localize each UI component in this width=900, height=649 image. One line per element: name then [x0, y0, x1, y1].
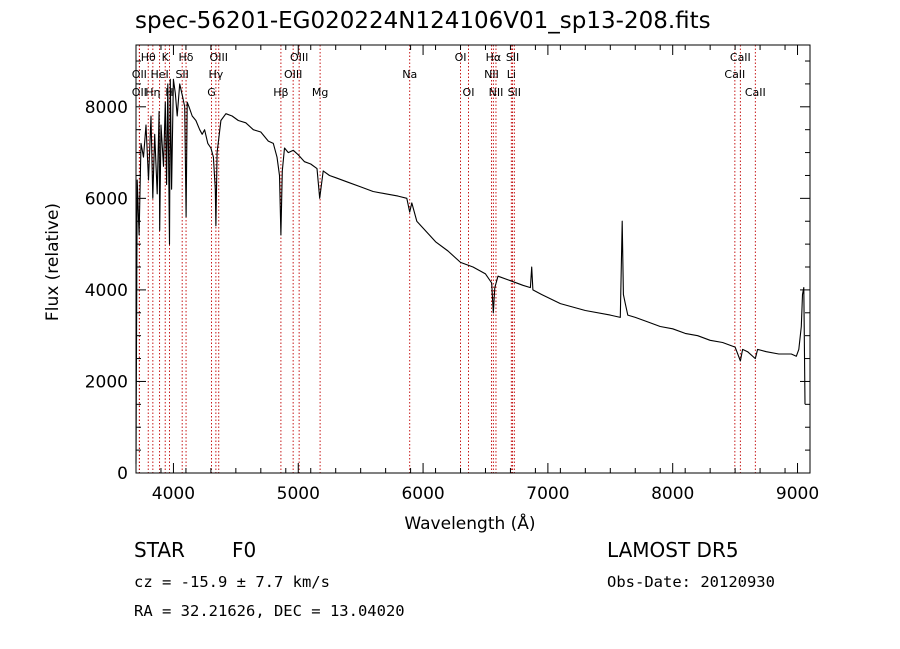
line-markers [138, 45, 756, 473]
line-label: G [207, 86, 216, 99]
x-tick-label: 7000 [526, 484, 569, 504]
y-tick-label: 4000 [85, 281, 128, 301]
survey-name: LAMOST DR5 [607, 538, 739, 562]
line-label: CaII [724, 68, 745, 81]
line-label: Hα [486, 51, 502, 64]
x-tick-label: 6000 [401, 484, 444, 504]
line-label: Na [402, 68, 417, 81]
y-axis-label: Flux (relative) [43, 203, 63, 321]
x-tick-label: 9000 [776, 484, 819, 504]
line-label: OIII [284, 68, 302, 81]
line-label: CaII [745, 86, 766, 99]
line-label: SII [506, 51, 519, 64]
x-tick-label: 5000 [277, 484, 320, 504]
line-label: CaII [730, 51, 751, 64]
y-tick-label: 6000 [85, 189, 128, 209]
line-label: Hβ [273, 86, 288, 99]
y-tick-label: 0 [117, 464, 128, 484]
y-tick-label: 8000 [85, 98, 128, 118]
line-label: OIII [210, 51, 228, 64]
line-label: H [165, 86, 173, 99]
line-label: NII [489, 86, 504, 99]
line-label: Hη [145, 86, 160, 99]
y-tick-label: 2000 [85, 372, 128, 392]
line-label: SII [175, 68, 188, 81]
redshift-text: cz = -15.9 ± 7.7 km/s [134, 573, 330, 591]
line-label: OIII [290, 51, 308, 64]
chart-title: spec-56201-EG020224N124106V01_sp13-208.f… [135, 8, 711, 34]
spectrum-line [135, 78, 806, 464]
line-label: Hθ [141, 51, 156, 64]
plot-frame [135, 44, 811, 474]
line-label: OI [455, 51, 467, 64]
x-axis-label: Wavelength (Å) [404, 512, 535, 534]
line-label: Mg [312, 86, 328, 99]
x-tick-label: 4000 [152, 484, 195, 504]
line-label: Hδ [179, 51, 194, 64]
object-class: STAR [134, 538, 185, 562]
spectral-subclass: F0 [232, 538, 257, 562]
line-label: HeI [150, 68, 168, 81]
line-label: Hγ [208, 68, 223, 81]
line-label: K [162, 51, 170, 64]
line-label: Li [507, 68, 516, 81]
observation-date: Obs-Date: 20120930 [607, 573, 775, 591]
line-label: SII [508, 86, 521, 99]
line-label: NII [484, 68, 499, 81]
line-label: OI [463, 86, 475, 99]
coordinates-text: RA = 32.21626, DEC = 13.04020 [134, 602, 405, 620]
line-label: OII [132, 68, 147, 81]
spectrum-series [135, 78, 806, 464]
axis-ticks [135, 45, 811, 474]
tick-labels: 4000 5000 6000 7000 8000 9000 0 2000 4000 6000 800… [85, 98, 819, 504]
x-tick-label: 8000 [651, 484, 694, 504]
